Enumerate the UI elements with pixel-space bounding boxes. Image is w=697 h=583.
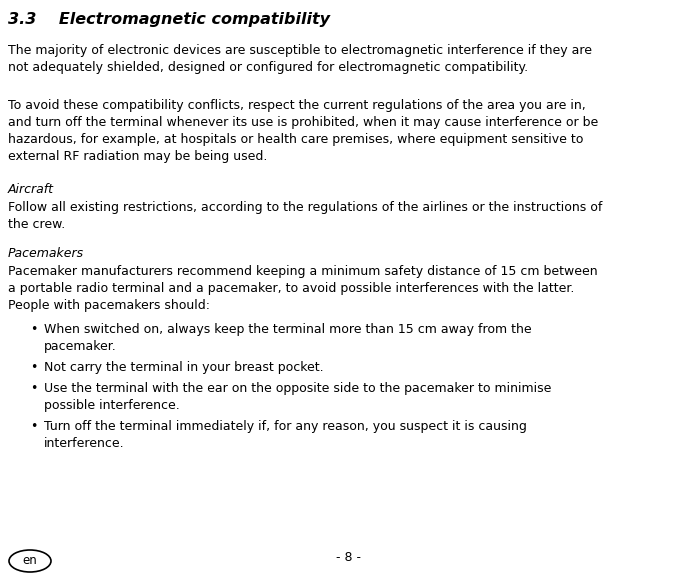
Text: When switched on, always keep the terminal more than 15 cm away from the
pacemak: When switched on, always keep the termin… — [44, 323, 532, 353]
Text: Follow all existing restrictions, according to the regulations of the airlines o: Follow all existing restrictions, accord… — [8, 201, 602, 231]
Text: 3.3    Electromagnetic compatibility: 3.3 Electromagnetic compatibility — [8, 12, 330, 27]
Text: •: • — [30, 323, 38, 336]
Text: Use the terminal with the ear on the opposite side to the pacemaker to minimise
: Use the terminal with the ear on the opp… — [44, 382, 551, 412]
Text: Turn off the terminal immediately if, for any reason, you suspect it is causing
: Turn off the terminal immediately if, fo… — [44, 420, 527, 450]
Text: •: • — [30, 420, 38, 433]
Text: Not carry the terminal in your breast pocket.: Not carry the terminal in your breast po… — [44, 361, 323, 374]
Text: - 8 -: - 8 - — [336, 551, 361, 564]
Ellipse shape — [9, 550, 51, 572]
Text: Pacemaker manufacturers recommend keeping a minimum safety distance of 15 cm bet: Pacemaker manufacturers recommend keepin… — [8, 265, 597, 312]
Text: •: • — [30, 361, 38, 374]
Text: •: • — [30, 382, 38, 395]
Text: en: en — [22, 554, 38, 567]
Text: Aircraft: Aircraft — [8, 183, 54, 196]
Text: The majority of electronic devices are susceptible to electromagnetic interferen: The majority of electronic devices are s… — [8, 44, 592, 74]
Text: To avoid these compatibility conflicts, respect the current regulations of the a: To avoid these compatibility conflicts, … — [8, 99, 598, 163]
Text: Pacemakers: Pacemakers — [8, 247, 84, 260]
